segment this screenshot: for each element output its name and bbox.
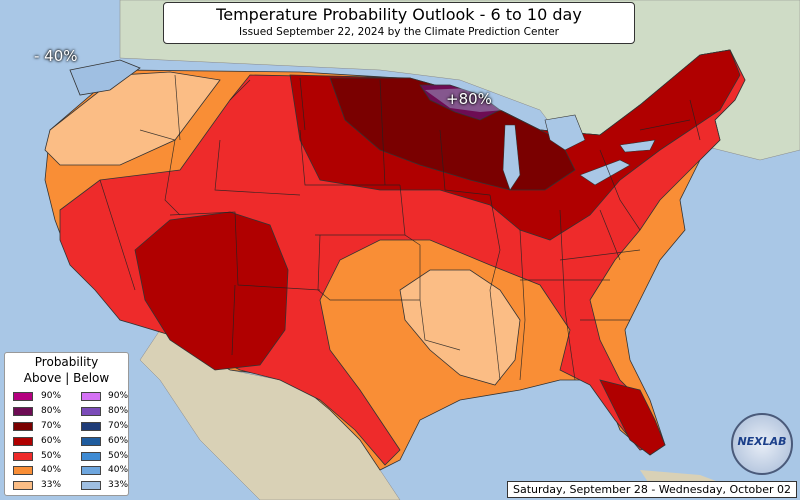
legend-above-swatch	[13, 436, 33, 446]
legend-row: 33% 33%	[9, 479, 129, 494]
legend-below-label: 90%	[108, 391, 129, 401]
legend-below-swatch	[81, 436, 101, 446]
lake-huron	[544, 114, 586, 151]
map-subtitle: Issued September 22, 2024 by the Climate…	[239, 26, 559, 38]
legend-below-swatch	[81, 481, 101, 491]
legend-above-label: 33%	[41, 480, 62, 491]
legend-above-label: 60%	[41, 435, 62, 446]
legend-below-swatch	[81, 466, 101, 476]
state-borders	[99, 74, 701, 381]
lake-superior	[425, 88, 505, 112]
legend: Probability Above | Below 90% 90% 80% 80% 70…	[4, 352, 129, 496]
legend-rows: 90% 90% 80% 80% 70% 70% 60% 60% 50% 50% 40% 40% 33% 3…	[9, 390, 129, 494]
region-33-southcentral	[399, 269, 521, 386]
legend-row: 90% 90%	[9, 390, 129, 405]
logo-text: NEXLAB	[737, 435, 787, 448]
legend-row: 80% 80%	[9, 405, 129, 420]
legend-row: 60% 60%	[9, 435, 129, 450]
legend-below-swatch	[81, 451, 101, 461]
legend-below-label: 80%	[108, 405, 129, 416]
legend-above-label: 50%	[41, 450, 62, 461]
legend-below-label: 70%	[108, 420, 129, 431]
below-40-label: - 40%	[34, 47, 78, 65]
legend-below-swatch	[81, 421, 101, 431]
title-box: Temperature Probability Outlook - 6 to 1…	[163, 2, 635, 44]
legend-above-label: 80%	[41, 405, 62, 416]
legend-title-line2: Above | Below	[23, 371, 110, 385]
legend-below-label: 40%	[108, 465, 129, 476]
nexlab-logo: NEXLAB	[731, 413, 793, 475]
legend-title-line1: Probability	[34, 355, 99, 369]
legend-row: 70% 70%	[9, 420, 129, 435]
legend-above-swatch	[13, 451, 33, 461]
above-80-label: +80%	[446, 90, 492, 108]
legend-above-swatch	[13, 481, 33, 491]
legend-row: 40% 40%	[9, 464, 129, 479]
legend-row: 50% 50%	[9, 450, 129, 465]
region-60-southwest	[134, 211, 289, 371]
legend-above-label: 70%	[41, 420, 62, 431]
legend-above-swatch	[13, 392, 33, 401]
legend-below-label: 50%	[108, 450, 129, 461]
legend-below-label: 33%	[108, 480, 129, 491]
legend-above-label: 40%	[41, 465, 62, 476]
legend-below-swatch	[81, 392, 101, 401]
lake-ontario	[619, 139, 656, 153]
region-below-40	[69, 59, 141, 96]
date-range: Saturday, September 28 - Wednesday, Octo…	[507, 481, 797, 498]
lake-erie	[579, 159, 631, 186]
legend-above-swatch	[13, 406, 33, 416]
mexico-land	[139, 329, 401, 500]
legend-above-swatch	[13, 466, 33, 476]
florida-peninsula	[599, 379, 666, 456]
map-title: Temperature Probability Outlook - 6 to 1…	[216, 5, 582, 24]
legend-above-swatch	[13, 421, 33, 431]
legend-above-label: 90%	[41, 391, 62, 401]
lake-michigan	[502, 124, 521, 191]
legend-below-swatch	[81, 406, 101, 416]
region-80-superior	[419, 84, 501, 121]
legend-below-label: 60%	[108, 435, 129, 446]
